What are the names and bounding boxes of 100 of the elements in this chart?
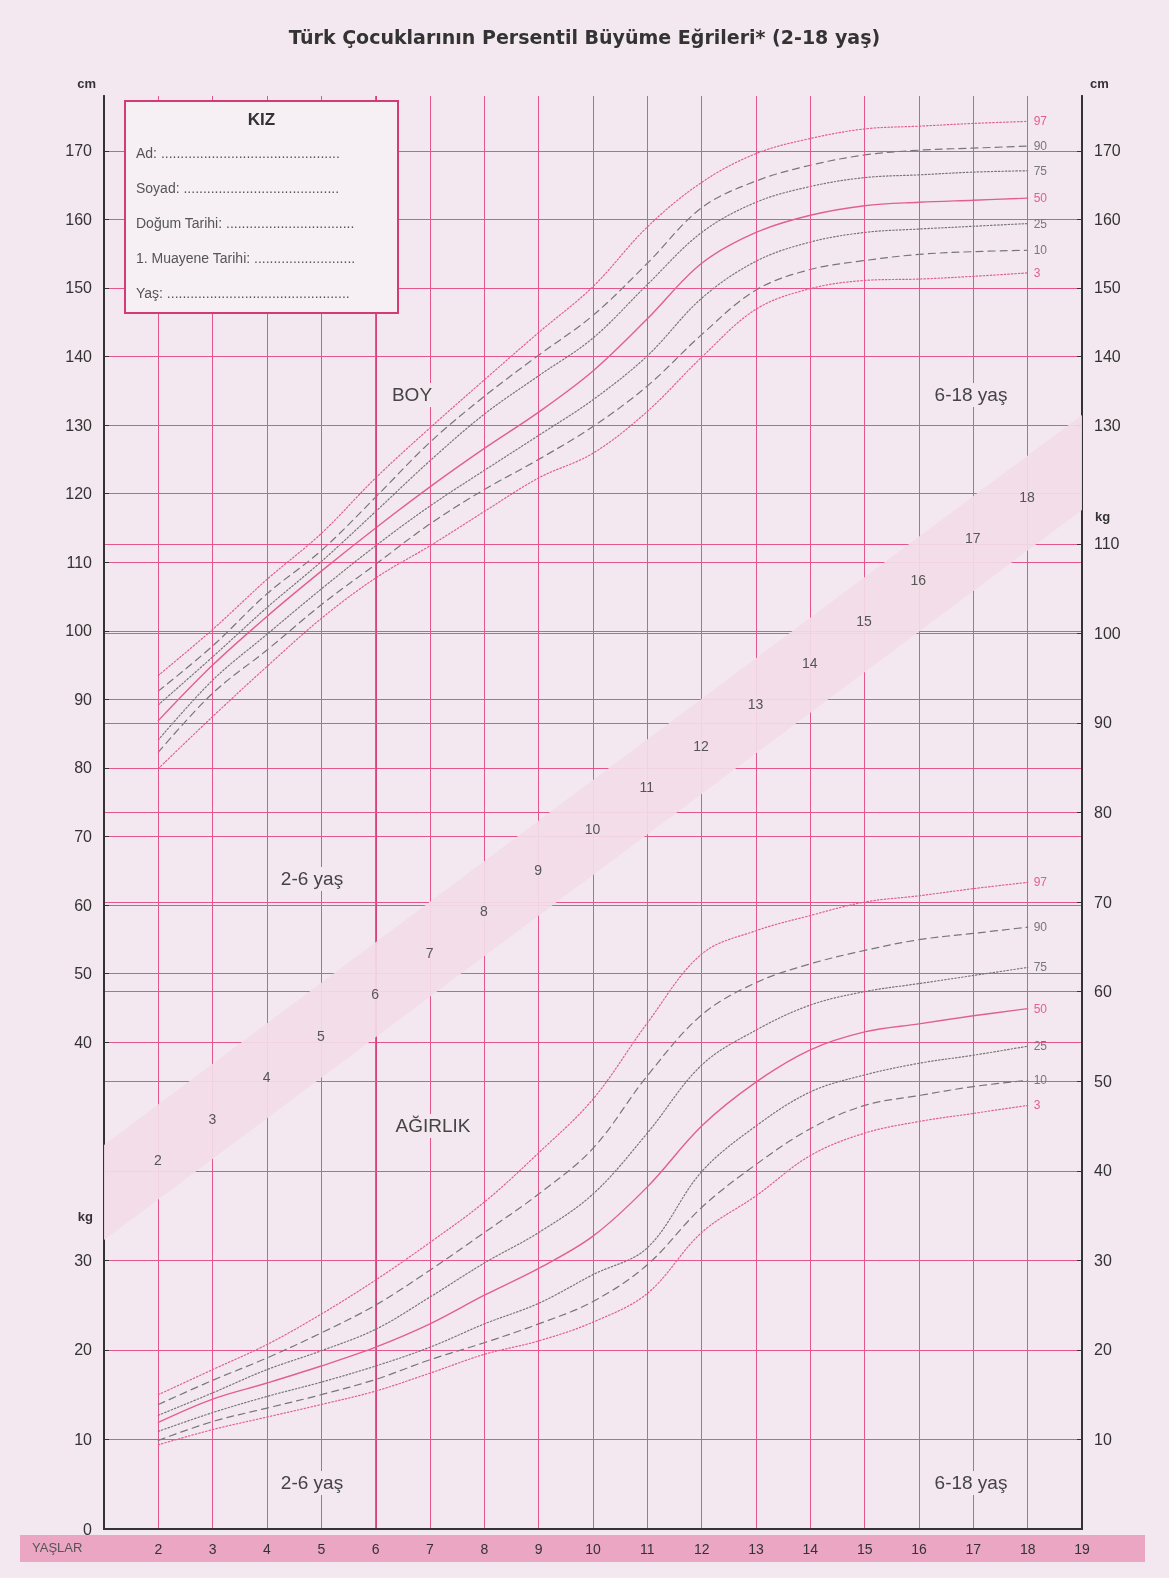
x-tick-label: 14 <box>802 1541 819 1557</box>
y-tick-label: 100 <box>65 622 93 640</box>
y2-tick-label: 170 <box>1094 142 1121 160</box>
y-tick-label: 0 <box>83 1520 93 1538</box>
y2-tick-label: 130 <box>1094 416 1121 434</box>
series-label: 50 <box>1033 1001 1048 1016</box>
y2-tick-label: 70 <box>1094 893 1112 911</box>
y2-tick-label: 10 <box>1094 1430 1112 1448</box>
y2-tick-label: 100 <box>1094 624 1121 642</box>
annotation: 4 <box>262 1069 271 1086</box>
series-label: 3 <box>1033 1098 1041 1113</box>
x-tick-label: 6 <box>371 1541 380 1557</box>
y-tick-label: 120 <box>65 485 93 503</box>
annotation: 15 <box>856 613 873 630</box>
y-axis-title: cm <box>77 76 96 91</box>
x-tick-label: 2 <box>154 1541 163 1557</box>
x-tick-label: 9 <box>534 1541 543 1557</box>
y2-axis-title: kg <box>1095 508 1111 524</box>
y2-tick-label: 150 <box>1094 279 1121 297</box>
series-label: 97 <box>1033 114 1048 129</box>
y-tick-label: 40 <box>74 1033 93 1051</box>
y-tick-label: 170 <box>65 142 93 160</box>
chart-title: Türk Çocuklarının Persentil Büyüme Eğrileri* (2-18 yaş) <box>288 25 881 48</box>
y-tick-label: 150 <box>65 279 93 297</box>
y-tick-label: 20 <box>74 1341 93 1359</box>
annotation: 2-6 yaş <box>276 867 348 891</box>
y-axis-title: kg <box>77 1209 94 1225</box>
annotation: AĞIRLIK <box>391 1114 475 1138</box>
y-tick-label: 60 <box>74 896 93 914</box>
series-label: 50 <box>1033 191 1048 206</box>
y-tick-label: 10 <box>74 1430 93 1448</box>
x-tick-label: 15 <box>856 1541 873 1557</box>
y2-tick-label: 140 <box>1094 348 1121 366</box>
annotation: Ad: .............................................. <box>136 145 341 161</box>
annotation: Yaş: ............................................... <box>136 285 351 301</box>
y-tick-label: 70 <box>74 828 93 845</box>
y2-tick-label: 110 <box>1094 535 1120 553</box>
annotation: BOY <box>387 383 437 407</box>
y-tick-label: 90 <box>74 690 93 708</box>
annotation: Doğum Tarihi: ................................. <box>136 215 356 231</box>
series-label: 3 <box>1033 265 1041 280</box>
x-tick-label: 16 <box>911 1541 927 1557</box>
annotation: 7 <box>425 944 434 961</box>
annotation: 6 <box>371 986 380 1003</box>
x-tick-label: 12 <box>693 1541 710 1557</box>
y-tick-label: 80 <box>74 759 93 777</box>
annotation: Soyad: ........................................ <box>136 180 341 196</box>
y-tick-label: 30 <box>74 1251 93 1269</box>
annotation: 11 <box>639 779 655 796</box>
y-tick-label: 160 <box>65 210 93 228</box>
series-label: 90 <box>1033 920 1048 935</box>
y2-tick-label: 80 <box>1094 804 1112 821</box>
y2-tick-label: 60 <box>1094 983 1112 1001</box>
y2-axis-title: cm <box>1090 76 1109 91</box>
annotation: 5 <box>317 1027 326 1044</box>
x-tick-label: 13 <box>748 1541 764 1557</box>
series-label: 90 <box>1033 139 1048 154</box>
y2-tick-label: 90 <box>1094 714 1112 732</box>
x-tick-label: 4 <box>263 1541 272 1557</box>
annotation: 10 <box>584 820 601 837</box>
annotation: 12 <box>693 737 710 754</box>
series-label: 97 <box>1033 875 1048 890</box>
x-tick-label: 5 <box>317 1541 326 1557</box>
series-label: 25 <box>1033 216 1048 231</box>
annotation: 8 <box>479 903 488 920</box>
annotation: 13 <box>747 696 764 713</box>
annotation: 1. Muayene Tarihi: .......................... <box>136 250 357 266</box>
y-tick-label: 50 <box>74 965 93 983</box>
y2-tick-label: 50 <box>1094 1072 1112 1090</box>
annotation: 3 <box>208 1110 217 1127</box>
annotation: 18 <box>1019 489 1035 505</box>
y2-tick-label: 160 <box>1094 210 1121 228</box>
annotation: 2-6 yaş <box>276 1471 348 1495</box>
x-tick-label: 18 <box>1019 1541 1036 1557</box>
series-label: 75 <box>1033 960 1048 975</box>
annotation: 16 <box>910 571 927 588</box>
annotation: 2 <box>154 1152 163 1168</box>
x-tick-label: 17 <box>965 1541 982 1557</box>
annotation: 6-18 yaş <box>930 383 1012 407</box>
x-tick-label: 11 <box>640 1541 655 1557</box>
series-label: 75 <box>1033 163 1048 178</box>
y2-tick-label: 40 <box>1094 1162 1112 1180</box>
y-tick-label: 130 <box>65 416 93 434</box>
annotation: KIZ <box>246 110 277 130</box>
x-tick-label: 19 <box>1074 1541 1090 1557</box>
annotation: 6-18 yaş <box>930 1471 1012 1495</box>
x-axis-title: YAŞLAR <box>32 1540 83 1555</box>
x-tick-label: 10 <box>585 1541 601 1557</box>
x-tick-label: 8 <box>480 1541 489 1557</box>
annotation: 17 <box>964 530 981 547</box>
y-tick-label: 110 <box>66 553 93 571</box>
series-label: 25 <box>1033 1039 1048 1054</box>
series-label: 10 <box>1033 243 1048 258</box>
x-tick-label: 7 <box>426 1541 435 1557</box>
y2-tick-label: 20 <box>1094 1341 1112 1359</box>
annotation: 9 <box>534 861 543 878</box>
x-tick-label: 3 <box>208 1541 217 1557</box>
y2-tick-label: 30 <box>1094 1251 1112 1269</box>
y-tick-label: 140 <box>65 348 93 366</box>
annotation: 14 <box>801 654 818 671</box>
